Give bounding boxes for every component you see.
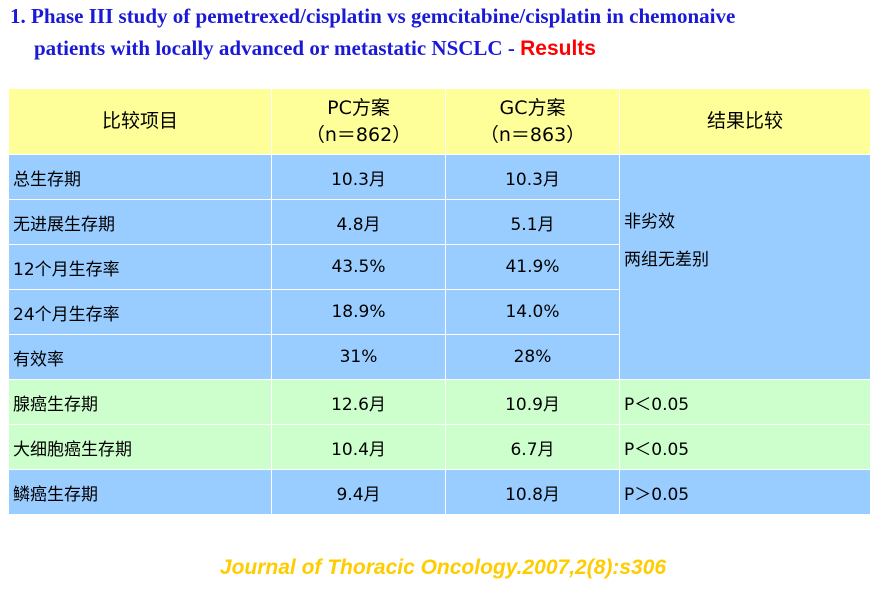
merged-result-line-1: 非劣效: [624, 212, 675, 232]
result-value: P＜0.05: [619, 379, 871, 425]
row-name: 总生存期: [8, 154, 272, 200]
table-row: 鳞癌生存期 9.4月 10.8月 P＞0.05: [8, 469, 871, 515]
table-row: 总生存期 10.3月 10.3月 非劣效 两组无差别: [8, 154, 871, 380]
pc-value: 10.3月: [271, 154, 446, 200]
gc-value: 6.7月: [445, 424, 620, 470]
pc-value: 18.9%: [271, 289, 446, 335]
table-row: 腺癌生存期 12.6月 10.9月 P＜0.05: [8, 379, 871, 425]
header-pc: PC方案 （n＝862）: [271, 88, 446, 155]
pc-value: 10.4月: [271, 424, 446, 470]
title-line-1: 1. Phase III study of pemetrexed/cisplat…: [10, 4, 736, 28]
citation: Journal of Thoracic Oncology.2007,2(8):s…: [219, 556, 667, 579]
header-result: 结果比较: [619, 88, 871, 155]
row-name: 大细胞癌生存期: [8, 424, 272, 470]
table-row: 有效率 31% 28%: [8, 334, 871, 380]
row-name: 24个月生存率: [8, 289, 272, 335]
gc-value: 41.9%: [445, 244, 620, 290]
row-name: 有效率: [8, 334, 272, 380]
result-value: P＜0.05: [619, 424, 871, 470]
header-item: 比较项目: [8, 88, 272, 155]
gc-value: 14.0%: [445, 289, 620, 335]
pc-value: 4.8月: [271, 199, 446, 245]
results-label: Results: [520, 37, 596, 60]
gc-value: 28%: [445, 334, 620, 380]
merged-result-line-2: 两组无差别: [624, 250, 709, 270]
gc-value: 10.3月: [445, 154, 620, 200]
table-row: 12个月生存率 43.5% 41.9%: [8, 244, 871, 290]
row-name: 12个月生存率: [8, 244, 272, 290]
row-name: 腺癌生存期: [8, 379, 272, 425]
title-separator: -: [502, 36, 521, 60]
gc-value: 10.8月: [445, 469, 620, 515]
table-row: 24个月生存率 18.9% 14.0%: [8, 289, 871, 335]
merged-result-cell: 非劣效 两组无差别: [619, 154, 871, 380]
pc-value: 9.4月: [271, 469, 446, 515]
gc-value: 5.1月: [445, 199, 620, 245]
result-value: P＞0.05: [619, 469, 871, 515]
table-row: 大细胞癌生存期 10.4月 6.7月 P＜0.05: [8, 424, 871, 470]
table-header-row: 比较项目 PC方案 （n＝862） GC方案 （n＝863） 结果比较: [8, 88, 871, 155]
pc-value: 12.6月: [271, 379, 446, 425]
row-name: 鳞癌生存期: [8, 469, 272, 515]
title-line-2: patients with locally advanced or metast…: [10, 32, 870, 65]
table-row: 无进展生存期 4.8月 5.1月: [8, 199, 871, 245]
gc-value: 10.9月: [445, 379, 620, 425]
comparison-table: 比较项目 PC方案 （n＝862） GC方案 （n＝863） 结果比较 总生存期 1…: [8, 88, 871, 515]
title-line-2-text: patients with locally advanced or metast…: [34, 36, 503, 60]
pc-value: 43.5%: [271, 244, 446, 290]
slide-title: 1. Phase III study of pemetrexed/cisplat…: [10, 0, 870, 65]
header-gc: GC方案 （n＝863）: [445, 88, 620, 155]
row-name: 无进展生存期: [8, 199, 272, 245]
pc-value: 31%: [271, 334, 446, 380]
